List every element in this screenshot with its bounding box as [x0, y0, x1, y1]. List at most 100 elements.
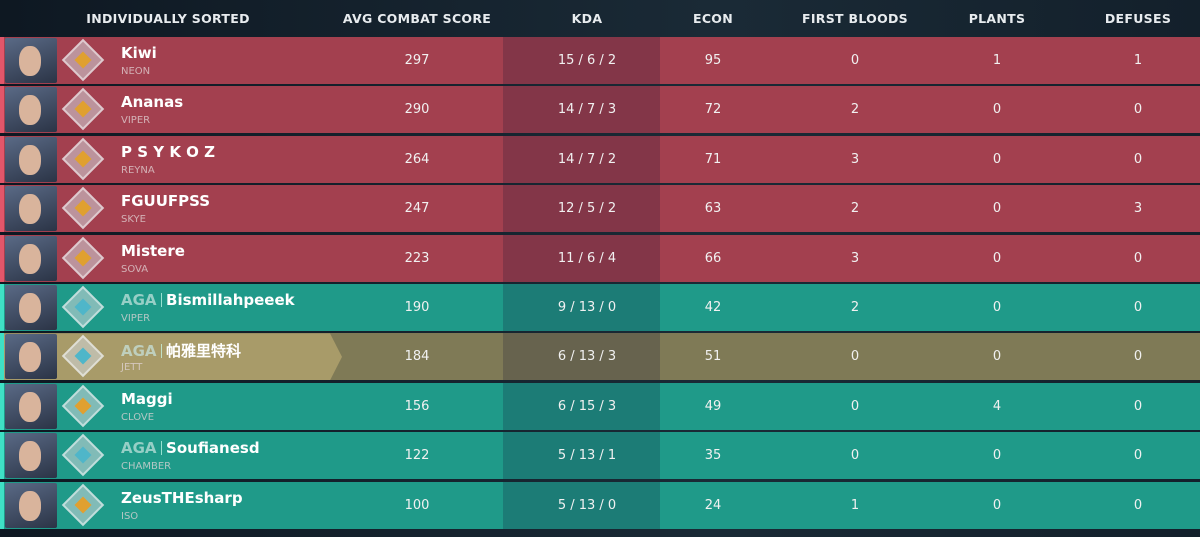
player-name-text: Soufianesd [166, 439, 260, 458]
player-row: Maggi CLOVE 156 6 / 15 / 3 49 0 4 0 [0, 382, 1200, 430]
team-stripe [0, 37, 4, 84]
stat: 2 [850, 102, 860, 118]
highlight [0, 333, 342, 381]
player-row: P S Y K O Z REYNA 264 14 / 7 / 2 71 3 0 0 [0, 135, 1200, 183]
agent-portrait [5, 87, 57, 133]
player-name: Maggi [121, 390, 173, 408]
agent-portrait [5, 482, 57, 528]
stat: 2 [850, 201, 860, 217]
team-stripe [0, 382, 4, 430]
kda-band [503, 432, 660, 480]
stat: 6 / 15 / 3 [557, 398, 617, 414]
stat: 0 [992, 201, 1002, 217]
stat: 247 [404, 201, 430, 217]
stat: 0 [850, 349, 860, 365]
stat: 0 [1133, 102, 1143, 118]
kda-band [503, 234, 660, 282]
stat: 0 [1133, 448, 1143, 464]
stat: 9 / 13 / 0 [557, 300, 617, 315]
rank-gem [74, 51, 92, 69]
team-tag: AGA [121, 439, 157, 458]
team-stripe [0, 284, 4, 331]
rank-icon [61, 137, 105, 181]
agent-face [19, 490, 41, 521]
stat: 1 [992, 53, 1002, 68]
stat: 0 [850, 398, 860, 414]
agent-face [19, 391, 41, 422]
stat: 3 [1133, 201, 1143, 217]
stat: 14 / 7 / 3 [557, 102, 617, 118]
agent-face [19, 95, 41, 126]
stat: 122 [404, 448, 430, 464]
rank-gem [74, 150, 92, 168]
tag-separator [160, 344, 163, 359]
player-row: FGUUFPSS SKYE 247 12 / 5 / 2 63 2 0 3 [0, 185, 1200, 233]
agent-name: VIPER [121, 313, 151, 324]
agent-face [19, 194, 41, 225]
player-name: Kiwi [121, 44, 157, 62]
stat: 0 [1133, 398, 1143, 414]
column-header: AVG COMBAT SCORE [342, 11, 492, 26]
rank-icon [61, 433, 105, 477]
stat: 184 [404, 349, 430, 365]
stat: 11 / 6 / 4 [557, 250, 617, 266]
stat: 0 [850, 448, 860, 464]
player-name: P S Y K O Z [121, 143, 215, 161]
player-row: AGA Bismillahpeeek VIPER 190 9 / 13 / 0 42 2 0 0 [0, 284, 1200, 331]
player-name: AGA 帕雅里特科 [121, 340, 241, 361]
rank-gem [74, 446, 92, 464]
rank-icon [61, 236, 105, 279]
tag-separator [160, 293, 163, 307]
player-name-text: FGUUFPSS [121, 192, 211, 211]
agent-face [19, 441, 41, 472]
stat: 95 [704, 53, 722, 68]
stat: 0 [992, 151, 1002, 167]
column-header: KDA [571, 11, 603, 26]
stat: 71 [704, 151, 722, 167]
kda-band [503, 284, 660, 331]
rank-icon [61, 88, 105, 131]
stat: 63 [704, 201, 722, 217]
stat: 72 [704, 102, 722, 118]
stat: 0 [1133, 250, 1143, 266]
agent-name: REYNA [121, 164, 155, 176]
agent-portrait [5, 433, 57, 479]
agent-face [19, 46, 41, 76]
rank-icon [61, 38, 105, 82]
agent-portrait [5, 285, 57, 330]
stat: 51 [704, 349, 722, 365]
agent-portrait [5, 186, 57, 232]
stat: 24 [704, 497, 722, 513]
player-name-text: ZeusTHEsharp [121, 488, 243, 507]
agent-name: VIPER [121, 115, 151, 127]
rank-gem [74, 496, 92, 514]
agent-portrait [5, 38, 57, 83]
agent-name: ISO [121, 510, 139, 522]
player-name: Mistere [121, 242, 185, 260]
team-stripe [0, 432, 4, 480]
agent-portrait [5, 383, 57, 429]
stat: 0 [992, 102, 1002, 118]
stat: 49 [704, 398, 722, 414]
column-header: INDIVIDUALLY SORTED [86, 11, 250, 26]
agent-name: CLOVE [121, 411, 155, 423]
stat: 14 / 7 / 2 [557, 151, 617, 167]
player-name: FGUUFPSS [121, 192, 210, 210]
player-name-text: 帕雅里特科 [166, 342, 242, 361]
player-name-text: Ananas [121, 93, 184, 112]
rank-icon [61, 186, 105, 230]
agent-face [19, 342, 41, 373]
team-stripe [0, 135, 4, 183]
agent-face [19, 144, 41, 175]
rank-gem [74, 347, 92, 365]
team-stripe [0, 185, 4, 233]
team-stripe [0, 234, 4, 282]
stat: 297 [404, 53, 430, 68]
stat: 66 [704, 250, 722, 266]
kda-band [503, 382, 660, 430]
stat: 1 [850, 497, 860, 513]
player-name-text: Maggi [121, 389, 173, 408]
team-stripe [0, 481, 4, 529]
kda-band [503, 185, 660, 233]
player-row: ZeusTHEsharp ISO 100 5 / 13 / 0 24 1 0 0 [0, 481, 1200, 529]
